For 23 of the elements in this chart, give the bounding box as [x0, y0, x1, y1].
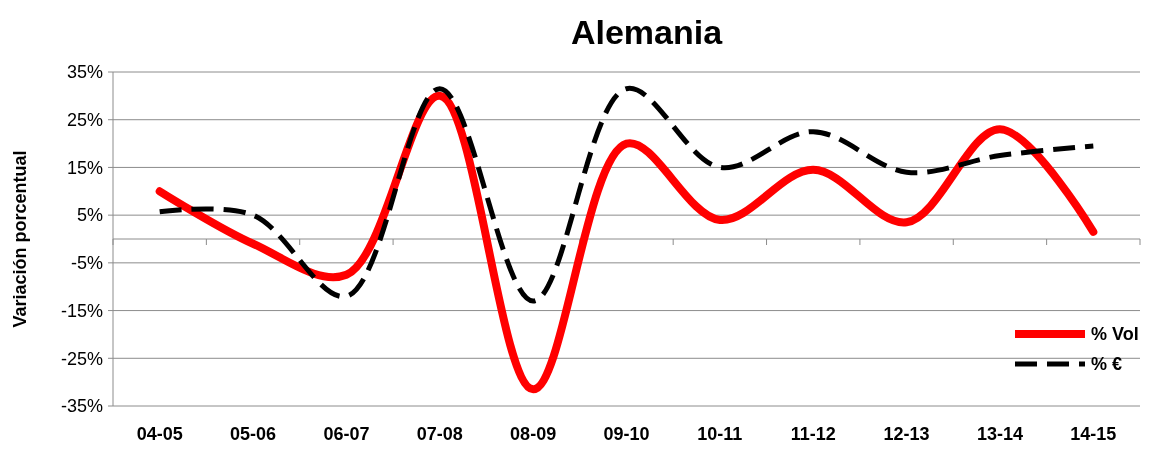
x-tick-label: 05-06: [230, 424, 277, 444]
x-tick-label: 09-10: [603, 424, 650, 444]
y-tick-label: 35%: [66, 62, 103, 83]
x-tick-label: 08-09: [510, 424, 557, 444]
x-tick-label: 14-15: [1070, 424, 1117, 444]
y-tick-label: -25%: [60, 348, 103, 369]
x-tick-label: 11-12: [790, 424, 836, 444]
y-tick-label: 25%: [66, 110, 103, 131]
y-tick-label: -35%: [60, 396, 103, 417]
y-axis-title: Variación porcentual: [10, 150, 30, 328]
x-tick-label: 06-07: [323, 424, 370, 444]
chart-title: Alemania: [570, 13, 724, 51]
x-tick-label: 04-05: [136, 424, 183, 444]
x-tick-label: 10-11: [697, 424, 743, 444]
y-tick-label: -15%: [60, 300, 103, 321]
x-tick-label: 12-13: [883, 424, 930, 444]
x-tick-label: 07-08: [416, 424, 463, 444]
y-tick-label: 15%: [66, 157, 103, 178]
y-tick-label: 5%: [76, 205, 103, 226]
y-tick-label: -5%: [70, 253, 103, 274]
x-tick-label: 13-14: [976, 424, 1023, 444]
legend-label: % €: [1091, 354, 1123, 375]
legend-label: % Vol: [1091, 324, 1139, 345]
